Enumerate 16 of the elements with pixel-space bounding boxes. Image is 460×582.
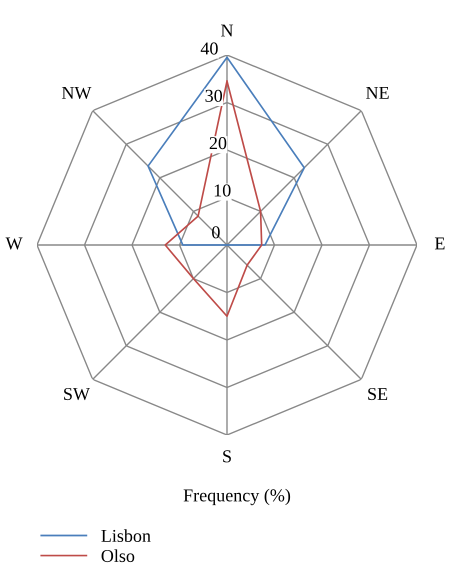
legend-label: Olso xyxy=(102,549,134,562)
y-tick-label: 10 xyxy=(214,184,231,197)
spoke-label: SW xyxy=(64,388,90,400)
y-tick-label: 30 xyxy=(206,90,222,102)
spoke-label: N xyxy=(221,24,234,36)
spoke-label: S xyxy=(223,450,231,462)
spoke-label: SE xyxy=(368,388,388,400)
spoke-label: W xyxy=(6,238,23,250)
spoke-label: E xyxy=(434,238,445,250)
spoke-label: NW xyxy=(62,86,92,100)
y-tick-label: 0 xyxy=(212,226,220,238)
y-tick-label: 40 xyxy=(200,42,218,55)
text: Frequency (%) xyxy=(184,488,290,506)
y-tick-label: 20 xyxy=(210,137,226,150)
legend-label: Lisbon xyxy=(101,529,151,542)
spoke-label: NE xyxy=(366,86,389,99)
